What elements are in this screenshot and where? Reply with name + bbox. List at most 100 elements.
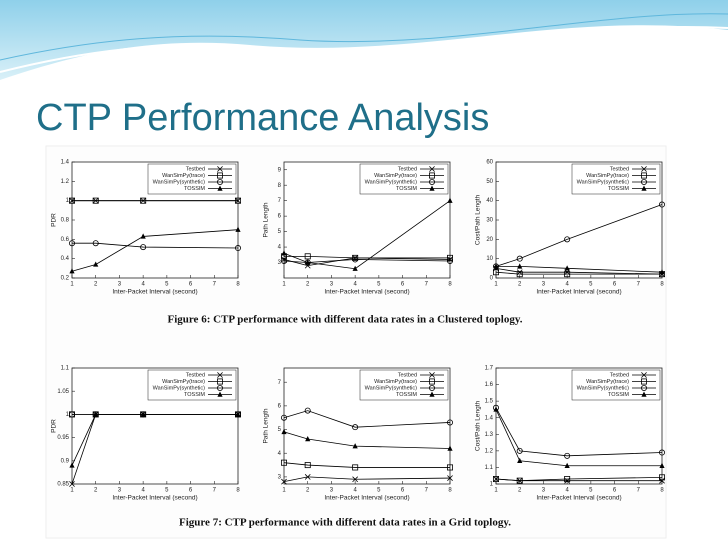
marker <box>564 476 571 483</box>
x-tick-label: 4 <box>565 282 569 288</box>
series-line <box>283 200 451 270</box>
legend-marker <box>641 372 647 378</box>
x-tick-label: 3 <box>542 488 546 494</box>
marker <box>659 474 666 481</box>
x-tick-label: 6 <box>613 282 617 288</box>
legend-box <box>147 369 237 401</box>
series-line <box>283 257 451 267</box>
marker <box>69 481 75 487</box>
y-tick-label: 1.4 <box>61 160 70 166</box>
x-tick-label: 2 <box>518 282 522 288</box>
y-axis-label: Path Length <box>263 408 270 443</box>
y-axis-label: Cost/Path Length <box>475 401 482 452</box>
x-tick-label: 7 <box>637 488 641 494</box>
x-tick-label: 3 <box>330 488 334 494</box>
marker <box>69 462 75 468</box>
y-tick-label: 1 <box>66 412 70 418</box>
legend-marker <box>216 178 223 185</box>
x-tick-label: 1 <box>70 488 74 494</box>
y-tick-label: 1.5 <box>485 399 494 405</box>
y-tick-label: 7 <box>278 380 282 386</box>
legend-label: TOSSIM <box>184 186 205 192</box>
marker <box>234 245 241 252</box>
series-line <box>495 476 663 482</box>
marker <box>493 263 499 269</box>
legend-marker <box>428 172 435 179</box>
plot-frame <box>71 161 239 279</box>
y-tick-label: 20 <box>486 237 493 243</box>
marker <box>659 462 665 468</box>
series-line <box>71 229 239 272</box>
x-axis-label: Inter-Packet Interval (second) <box>324 289 409 296</box>
legend-label: TOSSIM <box>396 186 417 192</box>
y-tick-label: 1 <box>490 482 494 488</box>
y-tick-label: 1.7 <box>485 366 494 372</box>
y-tick-label: 4 <box>278 451 282 457</box>
marker <box>446 257 453 264</box>
marker <box>352 476 359 483</box>
marker <box>352 424 359 431</box>
legend-marker <box>641 178 648 185</box>
marker <box>447 475 453 481</box>
legend-label: WanSimPy(trace) <box>162 173 205 179</box>
marker <box>447 445 453 451</box>
x-tick-label: 6 <box>189 282 193 288</box>
legend-label: WanSimPy(synthetic) <box>365 179 418 185</box>
x-tick-label: 7 <box>637 282 641 288</box>
marker <box>93 411 99 417</box>
y-tick-label: 3 <box>278 474 282 480</box>
x-tick-label: 2 <box>94 282 98 288</box>
y-axis-label: Cost/Path Length <box>475 195 482 246</box>
marker <box>140 244 147 251</box>
x-tick-label: 8 <box>236 488 240 494</box>
marker <box>659 477 665 484</box>
legend-marker <box>429 166 435 172</box>
marker <box>516 477 523 484</box>
marker <box>280 257 287 264</box>
x-tick-label: 3 <box>330 282 334 288</box>
series-line <box>283 462 450 468</box>
y-tick-label: 1.1 <box>485 465 494 471</box>
x-tick-label: 7 <box>213 488 217 494</box>
marker <box>446 254 453 261</box>
plot-frame <box>71 367 239 485</box>
y-tick-label: 0.85 <box>57 482 69 488</box>
y-tick-label: 7 <box>278 198 282 204</box>
legend-marker <box>428 378 435 385</box>
plot-frame <box>495 367 663 485</box>
header-waves <box>0 0 728 80</box>
y-tick-label: 0.2 <box>61 276 70 282</box>
marker <box>564 452 571 459</box>
x-tick-label: 5 <box>377 282 381 288</box>
legend-label: WanSimPy(trace) <box>586 379 629 385</box>
x-tick-label: 2 <box>306 488 310 494</box>
marker <box>659 449 666 456</box>
x-tick-label: 1 <box>282 488 286 494</box>
series-line <box>71 414 238 466</box>
marker <box>517 457 523 463</box>
y-tick-label: 0.9 <box>61 458 70 464</box>
series-line <box>283 259 451 263</box>
marker <box>352 254 359 261</box>
legend-marker <box>217 391 223 397</box>
y-tick-label: 5 <box>278 427 282 433</box>
legend-label: WanSimPy(trace) <box>374 173 417 179</box>
series-line <box>495 271 662 275</box>
x-tick-label: 2 <box>94 488 98 494</box>
x-tick-label: 2 <box>518 488 522 494</box>
marker <box>516 271 523 278</box>
slide-title: CTP Performance Analysis <box>36 97 489 139</box>
x-tick-label: 6 <box>189 488 193 494</box>
x-tick-label: 6 <box>613 488 617 494</box>
y-tick-label: 1.4 <box>485 415 494 421</box>
y-tick-label: 8 <box>278 183 282 189</box>
x-axis-label: Inter-Packet Interval (second) <box>324 495 409 502</box>
y-tick-label: 0.6 <box>61 237 70 243</box>
x-tick-label: 8 <box>448 488 452 494</box>
marker <box>235 226 241 232</box>
x-tick-label: 4 <box>565 488 569 494</box>
y-axis-label: PDR <box>51 213 58 227</box>
legend-marker <box>217 372 223 378</box>
series-line <box>495 409 662 467</box>
